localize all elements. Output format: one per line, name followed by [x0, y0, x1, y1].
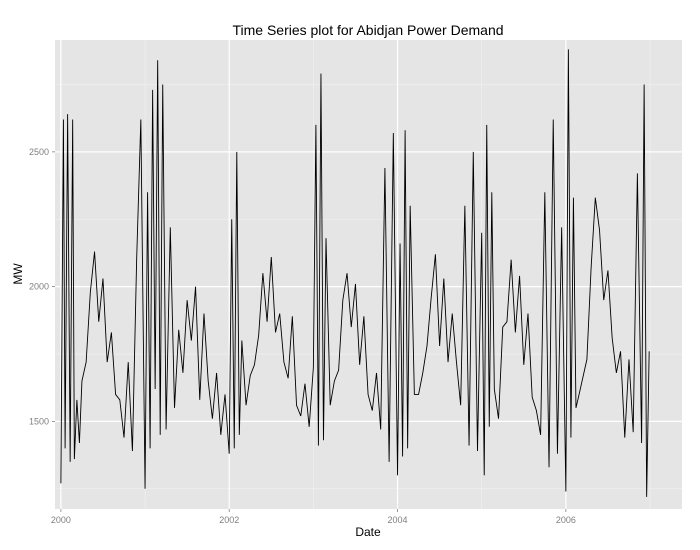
y-tick-label: 1500: [29, 416, 49, 426]
y-tick-label: 2000: [29, 282, 49, 292]
x-tick-label: 2006: [556, 515, 576, 525]
series-line-power-demand: [60, 49, 650, 497]
y-axis-label: MW: [11, 263, 25, 285]
tick-layer: 2000 2002 2004 2006 1500 2000 2500: [29, 147, 576, 525]
plot-panel: [55, 40, 682, 509]
x-axis-label: Date: [355, 525, 381, 539]
x-tick-label: 2004: [388, 515, 408, 525]
x-tick-label: 2002: [219, 515, 239, 525]
series-layer: [60, 49, 650, 497]
x-tick-label: 2000: [51, 515, 71, 525]
chart-title: Time Series plot for Abidjan Power Deman…: [232, 22, 503, 38]
y-tick-label: 2500: [29, 147, 49, 157]
